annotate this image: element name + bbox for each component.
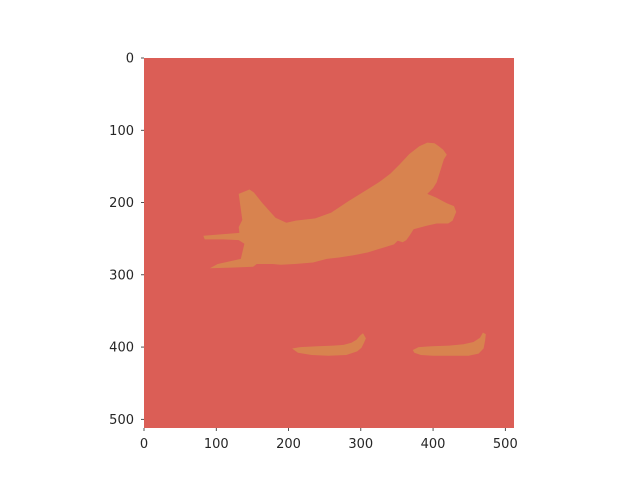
x-tick-label: 100 <box>204 437 229 452</box>
y-tick-label: 400 <box>109 341 134 356</box>
y-tick-label: 200 <box>109 196 134 211</box>
x-tick-label: 200 <box>276 437 301 452</box>
x-axis: 0 100 200 300 400 500 <box>140 428 518 452</box>
plot-area <box>144 58 514 428</box>
x-tick-label: 300 <box>348 437 373 452</box>
x-tick-label: 0 <box>140 437 148 452</box>
small-airplane-right-region <box>412 332 486 356</box>
y-tick-label: 300 <box>109 268 134 283</box>
y-tick-label: 100 <box>109 124 134 139</box>
large-airplane-region <box>203 142 457 269</box>
small-airplane-left-region <box>292 333 366 356</box>
y-tick-label: 0 <box>126 52 134 67</box>
y-axis: 0 100 200 300 400 500 <box>109 52 144 428</box>
y-tick-label: 500 <box>109 413 134 428</box>
x-tick-label: 400 <box>421 437 446 452</box>
x-tick-label: 500 <box>493 437 518 452</box>
